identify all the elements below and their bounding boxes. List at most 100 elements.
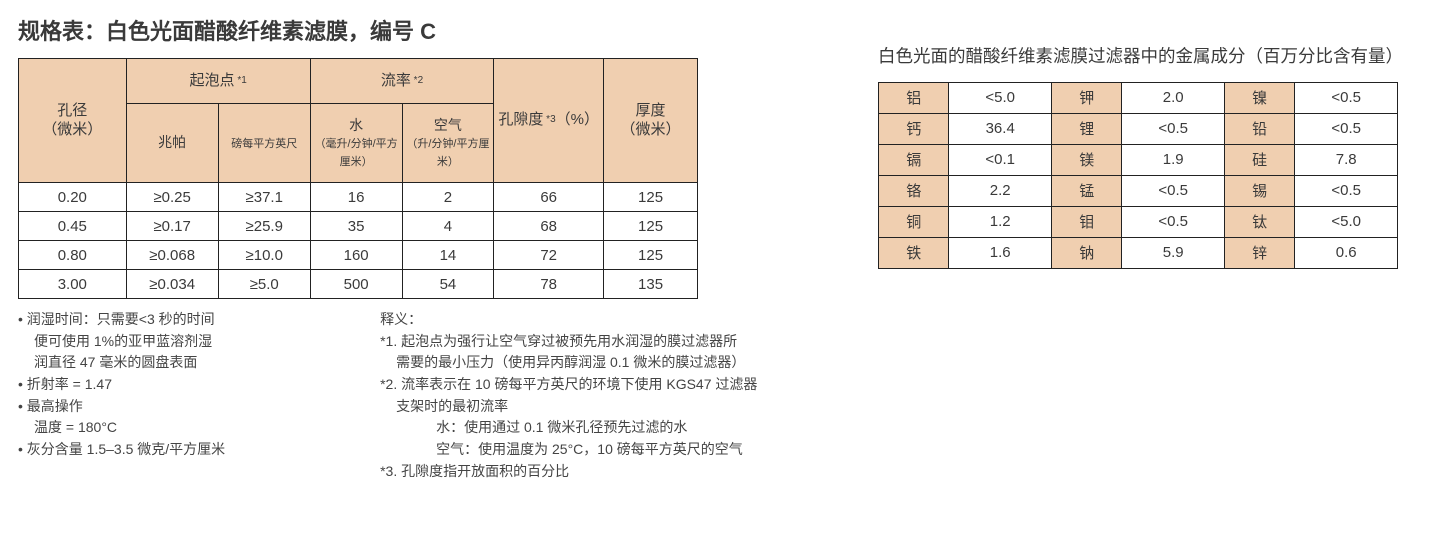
metal-value: 2.0: [1122, 82, 1225, 113]
th-water: 水 （毫升/分钟/平方厘米）: [310, 104, 402, 183]
fn-right-5: 空气：使用温度为 25°C，10 磅每平方英尺的空气: [380, 439, 778, 461]
th-pore-unit: （微米）: [42, 121, 102, 138]
th-pore: 孔径 （微米）: [19, 59, 127, 183]
metal-name: 锂: [1051, 113, 1121, 144]
th-bubble-note: *1: [235, 74, 247, 85]
table-row: 钙36.4锂<0.5铅<0.5: [879, 113, 1398, 144]
th-porosity-note: *3: [543, 114, 555, 125]
fn-right-1: 需要的最小压力（使用异丙醇润湿 0.1 微米的膜过滤器）: [380, 352, 778, 374]
th-flow-note: *2: [411, 74, 423, 85]
th-mpa: 兆帕: [126, 104, 218, 183]
fn-right-2: *2. 流率表示在 10 磅每平方英尺的环境下使用 KGS47 过滤器: [380, 374, 778, 396]
cell-pore: 0.80: [19, 241, 127, 270]
th-psi-label: 磅每平方英尺: [231, 138, 297, 150]
fn-right-title: 释义：: [380, 309, 778, 331]
table-row: 0.80≥0.068≥10.01601472125: [19, 241, 698, 270]
metal-value: <5.0: [949, 82, 1052, 113]
cell-porosity: 72: [494, 241, 604, 270]
metal-name: 铁: [879, 237, 949, 268]
metal-value: 5.9: [1122, 237, 1225, 268]
table-row: 3.00≥0.034≥5.05005478135: [19, 270, 698, 299]
metal-value: <0.5: [1295, 82, 1398, 113]
fn-right-6: *3. 孔隙度指开放面积的百分比: [380, 461, 778, 483]
cell-air: 14: [402, 241, 494, 270]
metal-name: 钠: [1051, 237, 1121, 268]
fn-left-2: 润直径 47 毫米的圆盘表面: [18, 352, 340, 374]
th-water-unit: （毫升/分钟/平方厘米）: [315, 138, 398, 168]
cell-thickness: 125: [604, 241, 698, 270]
metal-name: 铝: [879, 82, 949, 113]
th-pore-label: 孔径: [57, 102, 87, 119]
metal-name: 钾: [1051, 82, 1121, 113]
cell-psi: ≥37.1: [218, 183, 310, 212]
metal-name: 钼: [1051, 206, 1121, 237]
th-flow-label: 流率: [381, 72, 411, 89]
cell-mpa: ≥0.034: [126, 270, 218, 299]
cell-thickness: 125: [604, 212, 698, 241]
th-air-unit: （升/分钟/平方厘米）: [406, 138, 489, 168]
th-thickness: 厚度 （微米）: [604, 59, 698, 183]
th-bubble: 起泡点 *1: [126, 59, 310, 104]
metal-name: 锰: [1051, 175, 1121, 206]
th-water-label: 水: [349, 117, 363, 133]
table-row: 0.20≥0.25≥37.116266125: [19, 183, 698, 212]
cell-water: 35: [310, 212, 402, 241]
table-row: 铝<5.0钾2.0镍<0.5: [879, 82, 1398, 113]
th-flow: 流率 *2: [310, 59, 494, 104]
metal-name: 锡: [1224, 175, 1294, 206]
cell-thickness: 125: [604, 183, 698, 212]
fn-right-4: 水：使用通过 0.1 微米孔径预先过滤的水: [380, 417, 778, 439]
metal-value: 2.2: [949, 175, 1052, 206]
cell-mpa: ≥0.25: [126, 183, 218, 212]
metal-name: 钙: [879, 113, 949, 144]
metal-name: 镉: [879, 144, 949, 175]
metal-name: 镁: [1051, 144, 1121, 175]
metal-value: 36.4: [949, 113, 1052, 144]
metal-name: 铜: [879, 206, 949, 237]
cell-pore: 0.20: [19, 183, 127, 212]
cell-air: 54: [402, 270, 494, 299]
page-title: 规格表：白色光面醋酸纤维素滤膜，编号 C: [18, 14, 848, 46]
cell-water: 16: [310, 183, 402, 212]
metal-value: 0.6: [1295, 237, 1398, 268]
cell-psi: ≥25.9: [218, 212, 310, 241]
footnotes-left: • 润湿时间：只需要<3 秒的时间 便可使用 1%的亚甲蓝溶剂湿 润直径 47 …: [18, 309, 340, 483]
table-row: 铜1.2钼<0.5钛<5.0: [879, 206, 1398, 237]
cell-mpa: ≥0.068: [126, 241, 218, 270]
metal-name: 硅: [1224, 144, 1294, 175]
cell-psi: ≥5.0: [218, 270, 310, 299]
metal-value: 1.9: [1122, 144, 1225, 175]
th-mpa-label: 兆帕: [158, 134, 186, 150]
metal-value: <5.0: [1295, 206, 1398, 237]
fn-left-6: • 灰分含量 1.5–3.5 微克/平方厘米: [18, 439, 340, 461]
metal-name: 钛: [1224, 206, 1294, 237]
metal-title: 白色光面的醋酸纤维素滤膜过滤器中的金属成分（百万分比含有量）: [878, 42, 1418, 72]
metal-value: 1.6: [949, 237, 1052, 268]
cell-pore: 0.45: [19, 212, 127, 241]
fn-left-1: 便可使用 1%的亚甲蓝溶剂湿: [18, 331, 340, 353]
cell-air: 4: [402, 212, 494, 241]
metal-value: <0.5: [1295, 175, 1398, 206]
cell-psi: ≥10.0: [218, 241, 310, 270]
cell-porosity: 68: [494, 212, 604, 241]
metal-value: <0.5: [1122, 175, 1225, 206]
metal-value: <0.1: [949, 144, 1052, 175]
metal-name: 镍: [1224, 82, 1294, 113]
metal-value: <0.5: [1122, 206, 1225, 237]
table-row: 铁1.6钠5.9锌0.6: [879, 237, 1398, 268]
cell-porosity: 66: [494, 183, 604, 212]
cell-pore: 3.00: [19, 270, 127, 299]
metal-table: 铝<5.0钾2.0镍<0.5钙36.4锂<0.5铅<0.5镉<0.1镁1.9硅7…: [878, 82, 1398, 269]
th-thickness-unit: （微米）: [621, 121, 681, 138]
spec-table: 孔径 （微米） 起泡点 *1 流率 *2 孔隙度 *3（%） 厚度 （微米）: [18, 58, 698, 299]
th-porosity-unit: （%）: [556, 111, 599, 128]
th-air-label: 空气: [434, 117, 462, 133]
cell-thickness: 135: [604, 270, 698, 299]
table-row: 铬2.2锰<0.5锡<0.5: [879, 175, 1398, 206]
fn-right-0: *1. 起泡点为强行让空气穿过被预先用水润湿的膜过滤器所: [380, 331, 778, 353]
metal-name: 铬: [879, 175, 949, 206]
cell-water: 160: [310, 241, 402, 270]
cell-mpa: ≥0.17: [126, 212, 218, 241]
fn-right-3: 支架时的最初流率: [380, 396, 778, 418]
fn-left-0: • 润湿时间：只需要<3 秒的时间: [18, 309, 340, 331]
